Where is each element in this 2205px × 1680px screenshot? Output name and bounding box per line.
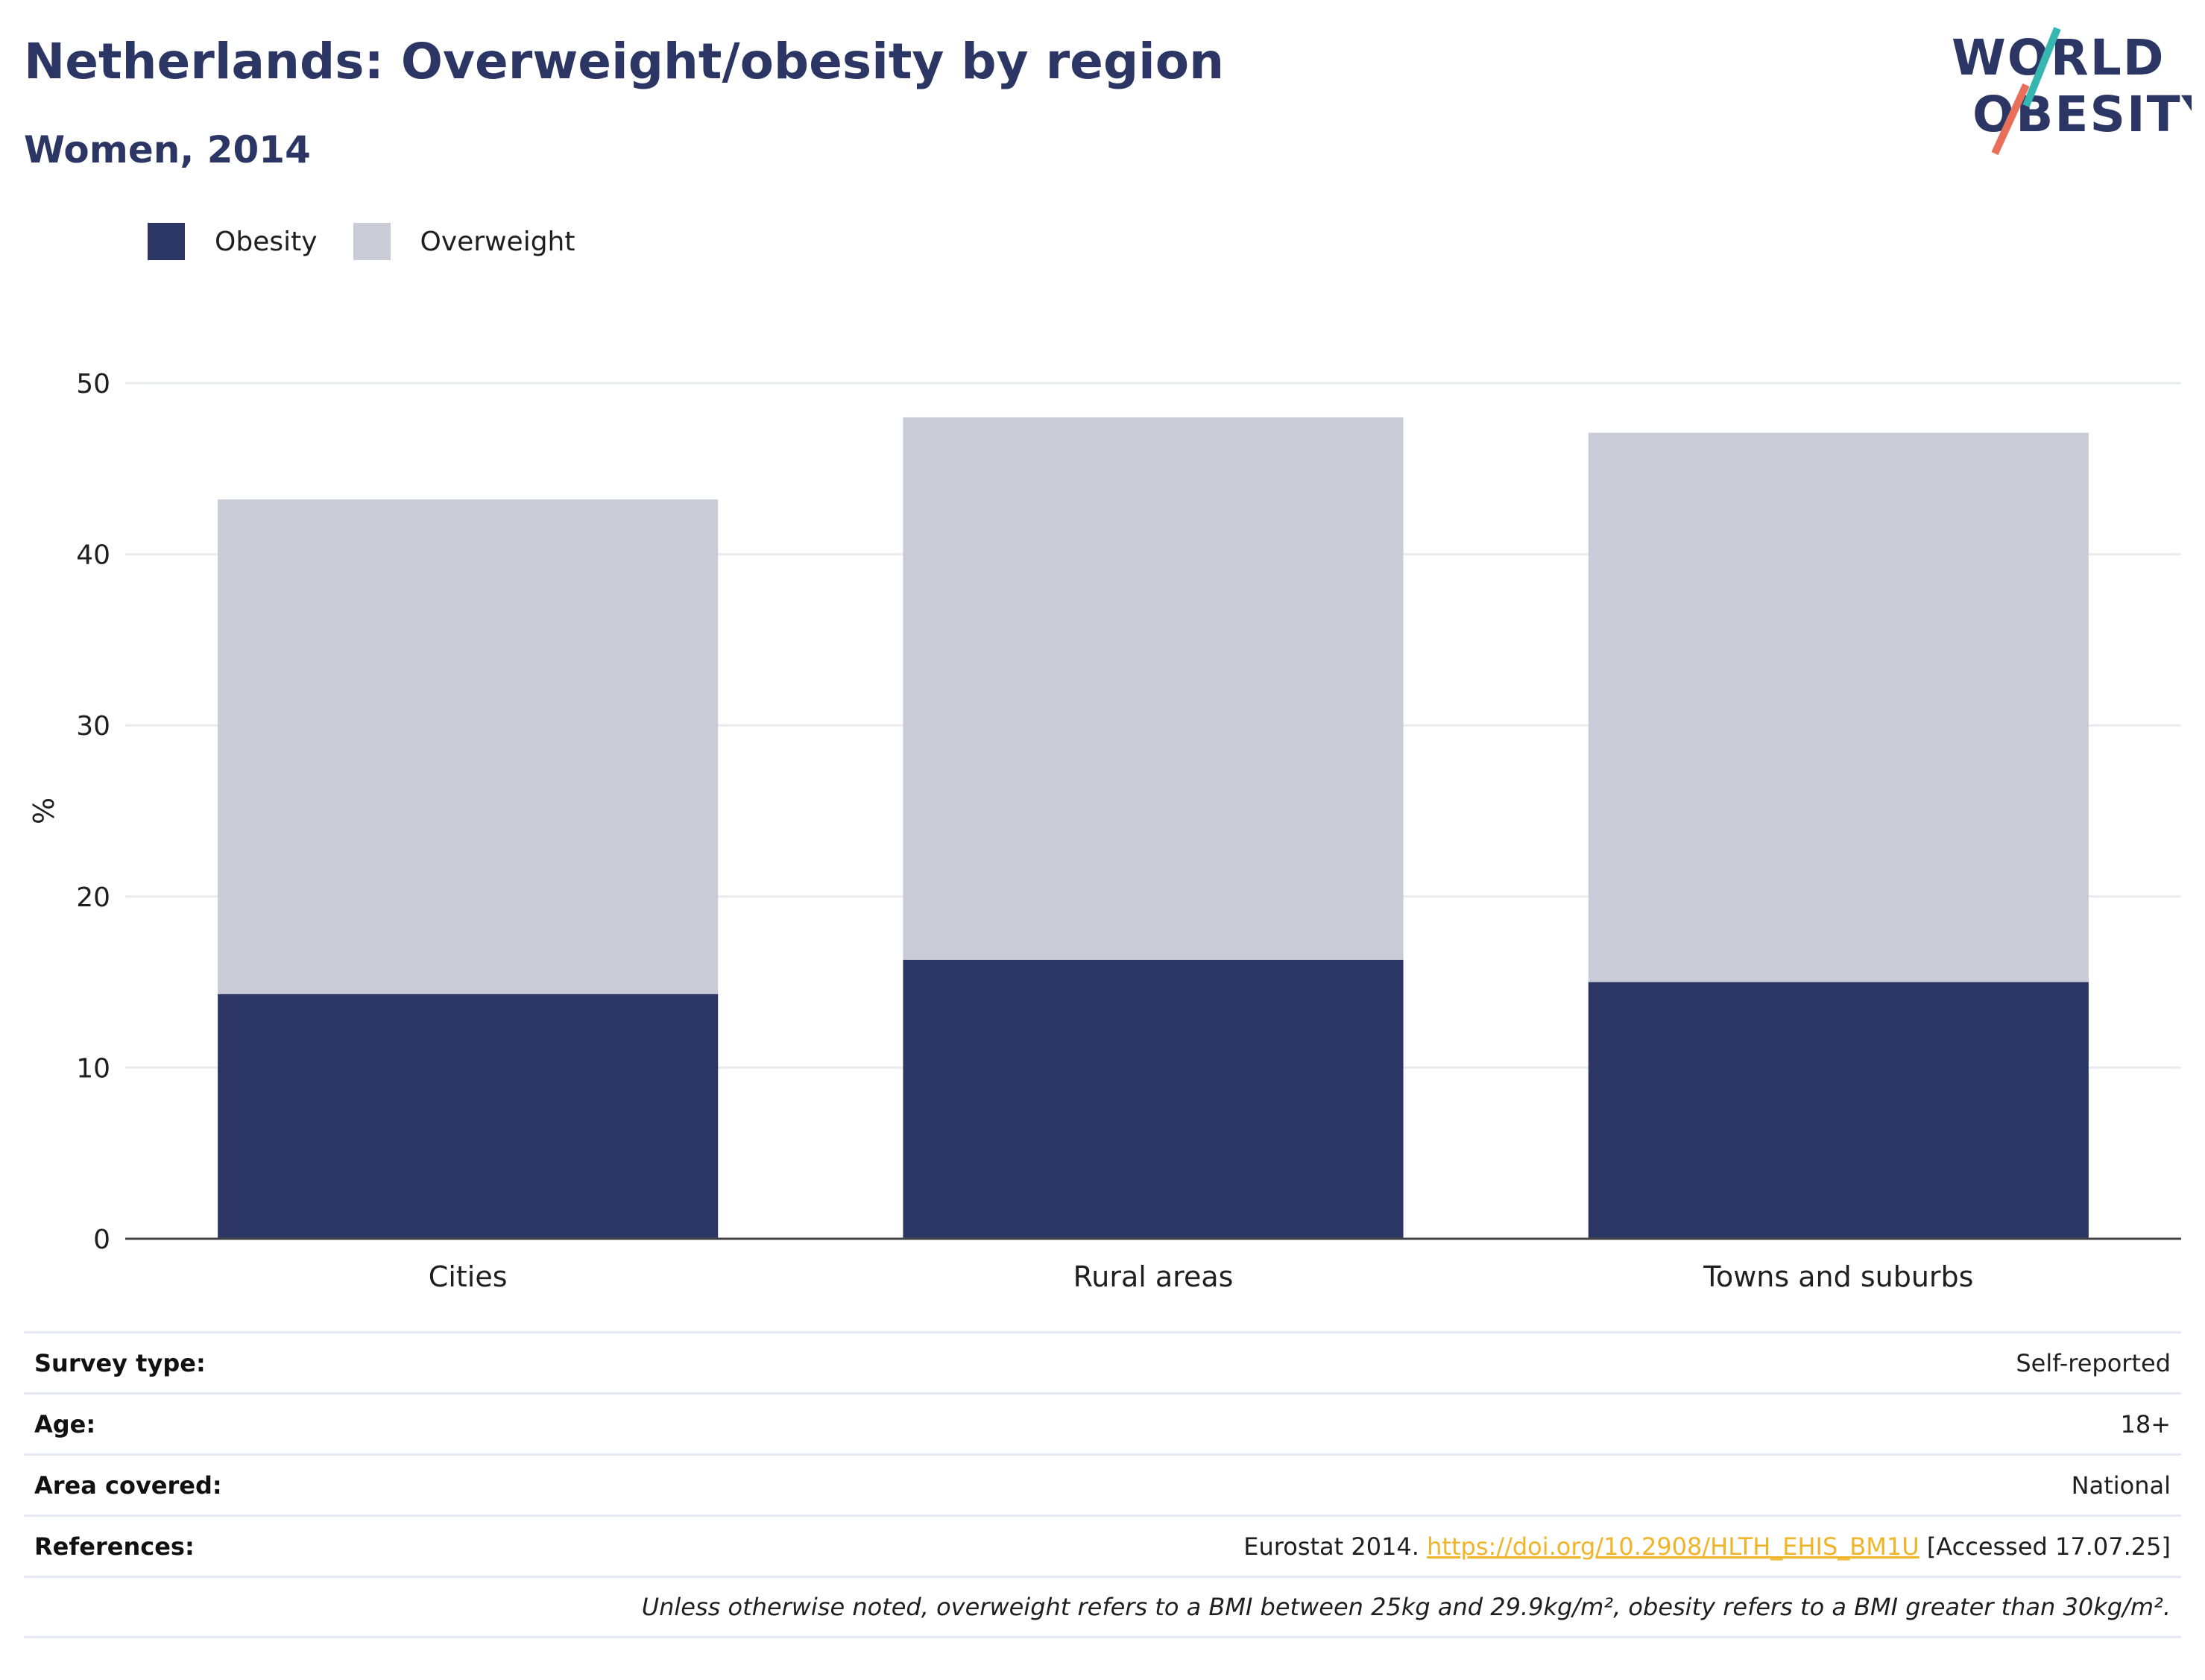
legend-item-obesity[interactable]: Obesity	[148, 223, 318, 260]
meta-value-area: National	[2071, 1471, 2171, 1500]
logo-word-line1: WORLD	[1952, 29, 2165, 86]
meta-row-age: Age: 18+	[24, 1392, 2181, 1453]
bar-chart: 0 10 20 30 40 50% Cities Rural areas Towns and s…	[28, 369, 2181, 1293]
bar-overweight-2	[903, 417, 1404, 960]
y-tick-label: 20	[76, 882, 110, 913]
meta-value-survey-type: Self-reported	[2016, 1348, 2171, 1377]
legend-label-obesity: Obesity	[215, 226, 318, 257]
legend: Obesity Overweight	[148, 222, 611, 261]
definition-note: Unless otherwise noted, overweight refer…	[641, 1593, 2171, 1621]
meta-label-area: Area covered:	[34, 1471, 222, 1500]
meta-value-references: Eurostat 2014. https://doi.org/10.2908/H…	[1243, 1532, 2171, 1561]
y-tick-label: 30	[76, 711, 110, 742]
meta-label-references: References:	[34, 1532, 195, 1561]
bar-obesity-3	[1588, 982, 2089, 1239]
x-tick-label: Rural areas	[1073, 1260, 1234, 1293]
legend-item-overweight[interactable]: Overweight	[353, 223, 575, 260]
chart-subtitle: Women, 2014	[24, 128, 311, 171]
y-tick-label: 0	[93, 1225, 110, 1255]
bar-overweight-3	[1588, 432, 2089, 982]
world-obesity-logo: WORLD OBESITY	[1952, 27, 2192, 156]
x-tick-label: Towns and suburbs	[1703, 1260, 1973, 1293]
y-tick-label: 40	[76, 540, 110, 571]
meta-row-survey-type: Survey type: Self-reported	[24, 1331, 2181, 1392]
meta-row-references: References: Eurostat 2014. https://doi.o…	[24, 1515, 2181, 1576]
meta-label-survey-type: Survey type:	[34, 1348, 206, 1377]
legend-swatch-overweight	[353, 223, 391, 260]
meta-label-age: Age:	[34, 1409, 96, 1439]
y-axis-label: %	[28, 798, 60, 824]
legend-label-overweight: Overweight	[420, 226, 575, 257]
reference-suffix: [Accessed 17.07.25]	[1919, 1532, 2171, 1561]
logo-slash-coral	[1991, 83, 2030, 156]
x-tick-label: Cities	[429, 1260, 508, 1293]
meta-row-area: Area covered: National	[24, 1453, 2181, 1515]
bar-obesity-2	[903, 959, 1404, 1239]
bar-overweight-1	[218, 499, 719, 994]
y-tick-label: 10	[76, 1053, 110, 1084]
chart-title: Netherlands: Overweight/obesity by regio…	[24, 33, 1225, 90]
meta-value-age: 18+	[2120, 1409, 2171, 1439]
metadata-table: Survey type: Self-reported Age: 18+ Area…	[24, 1331, 2181, 1638]
legend-swatch-obesity	[148, 223, 185, 260]
reference-prefix: Eurostat 2014.	[1243, 1532, 1428, 1561]
reference-link[interactable]: https://doi.org/10.2908/HLTH_EHIS_BM1U	[1427, 1532, 1919, 1561]
meta-row-note: Unless otherwise noted, overweight refer…	[24, 1576, 2181, 1638]
logo-slash-teal	[2022, 27, 2061, 107]
y-tick-label: 50	[76, 369, 110, 400]
bar-obesity-1	[218, 994, 719, 1239]
